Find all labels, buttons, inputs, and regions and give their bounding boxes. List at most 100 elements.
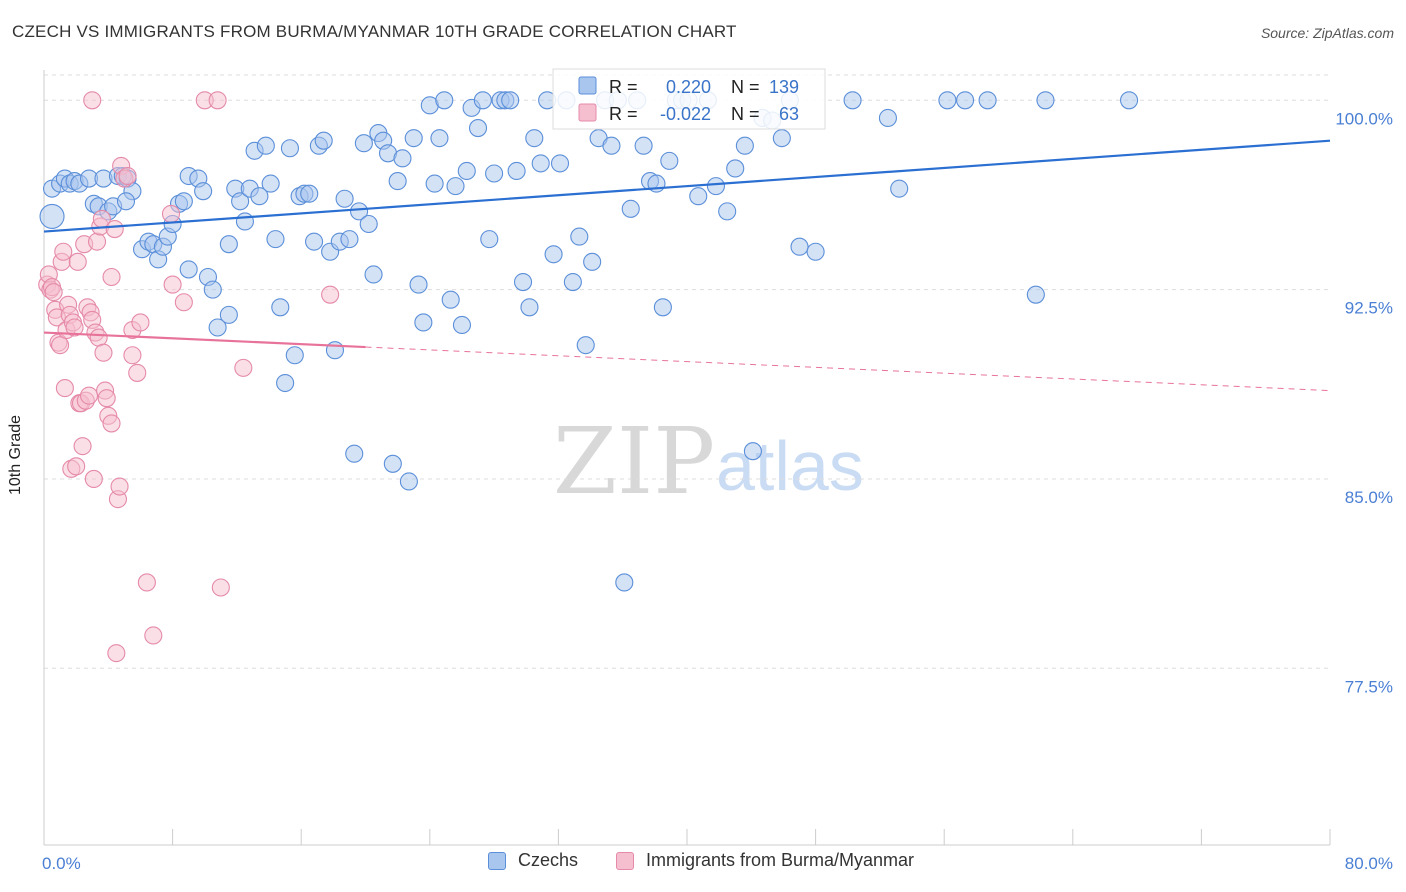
burma-point[interactable] [321, 285, 340, 304]
czechs-point[interactable] [520, 298, 539, 317]
czechs-point[interactable] [364, 265, 383, 284]
czechs-point[interactable] [735, 136, 754, 155]
czechs-point[interactable] [1036, 91, 1055, 110]
burma-point[interactable] [161, 204, 181, 223]
czechs-point[interactable] [441, 290, 460, 309]
czechs-point[interactable] [583, 252, 602, 271]
burma-point[interactable] [68, 252, 87, 271]
czechs-point[interactable] [706, 177, 725, 196]
burma-point[interactable] [208, 91, 227, 110]
czechs-point[interactable] [485, 164, 504, 183]
czechs-point[interactable] [350, 202, 369, 221]
source-credit[interactable]: Source: ZipAtlas.com [1260, 25, 1394, 41]
burma-point[interactable] [51, 336, 70, 355]
czechs-point[interactable] [507, 161, 526, 181]
czechs-point[interactable] [203, 280, 222, 299]
czechs-point[interactable] [340, 230, 359, 249]
czechs-point[interactable] [235, 212, 254, 231]
burma-point[interactable] [102, 267, 121, 287]
czechs-point[interactable] [276, 373, 295, 393]
burma-point[interactable] [234, 358, 253, 377]
czechs-point[interactable] [285, 346, 304, 365]
burma-point[interactable] [65, 318, 84, 337]
burma-point[interactable] [94, 343, 113, 362]
czechs-point[interactable] [544, 245, 563, 264]
czechs-point[interactable] [314, 131, 333, 150]
czechs-point[interactable] [335, 189, 354, 208]
burma-point[interactable] [144, 626, 163, 645]
czechs-point[interactable] [1120, 91, 1139, 110]
czechs-point[interactable] [772, 129, 791, 148]
burma-point[interactable] [107, 644, 126, 663]
czechs-point[interactable] [726, 159, 745, 178]
czechs-point[interactable] [446, 177, 465, 196]
czechs-point[interactable] [414, 313, 433, 332]
burma-point[interactable] [131, 313, 150, 332]
czechs-point[interactable] [219, 235, 238, 254]
czechs-point[interactable] [653, 298, 672, 317]
czechs-point[interactable] [550, 154, 570, 173]
czechs-point[interactable] [404, 129, 423, 148]
burma-point[interactable] [84, 469, 103, 489]
burma-point[interactable] [163, 275, 182, 294]
czechs-point[interactable] [602, 136, 621, 155]
burma-point[interactable] [110, 477, 129, 496]
czechs-point[interactable] [359, 214, 378, 234]
burma-point[interactable] [79, 386, 99, 405]
czechs-point[interactable] [790, 237, 809, 256]
czechs-point[interactable] [393, 149, 412, 168]
burma-point[interactable] [87, 232, 107, 251]
burma-point[interactable] [54, 242, 73, 261]
czechs-point[interactable] [250, 187, 269, 206]
czechs-point[interactable] [978, 91, 997, 110]
czechs-point[interactable] [305, 232, 324, 251]
czechs-point[interactable] [452, 315, 472, 335]
czechs-point[interactable] [325, 341, 345, 360]
czechs-point[interactable] [718, 202, 737, 221]
czechs-point[interactable] [261, 174, 280, 193]
burma-point[interactable] [89, 328, 108, 347]
czechs-point[interactable] [513, 273, 533, 292]
burma-point[interactable] [102, 414, 121, 433]
czechs-point[interactable] [878, 108, 897, 128]
czechs-point[interactable] [576, 336, 595, 355]
czechs-point[interactable] [409, 275, 428, 294]
burma-point[interactable] [44, 283, 63, 302]
czechs-point[interactable] [501, 91, 520, 110]
czechs-point[interactable] [174, 192, 193, 211]
czechs-point[interactable] [208, 318, 227, 337]
czechs-point[interactable] [425, 174, 444, 193]
czechs-point[interactable] [890, 179, 909, 198]
czechs-point[interactable] [194, 182, 213, 201]
czechs-point[interactable] [480, 230, 499, 249]
czechs-point[interactable] [563, 273, 582, 292]
legend-item-czechs[interactable]: Czechs [488, 850, 578, 871]
czechs-point[interactable] [300, 184, 319, 203]
czechs-point[interactable] [435, 91, 454, 110]
czechs-point[interactable] [1026, 285, 1045, 304]
czechs-point[interactable] [345, 444, 364, 463]
czechs-point[interactable] [388, 172, 407, 191]
czechs-point[interactable] [116, 192, 136, 211]
czechs-point[interactable] [634, 136, 653, 155]
czechs-point[interactable] [383, 454, 402, 473]
burma-point[interactable] [211, 578, 230, 597]
czechs-point[interactable] [689, 187, 708, 206]
burma-point[interactable] [55, 379, 74, 398]
czechs-point[interactable] [621, 199, 640, 218]
czechs-point[interactable] [473, 91, 492, 110]
burma-point[interactable] [83, 91, 102, 110]
czechs-point[interactable] [271, 298, 290, 317]
czechs-point[interactable] [615, 573, 634, 592]
czechs-point[interactable] [843, 91, 862, 110]
burma-point[interactable] [128, 363, 147, 382]
czechs-point[interactable] [280, 139, 299, 158]
czechs-point[interactable] [266, 230, 285, 249]
czechs-point[interactable] [938, 91, 957, 110]
burma-point[interactable] [97, 389, 116, 408]
burma-point[interactable] [67, 457, 86, 476]
burma-point[interactable] [73, 437, 92, 456]
legend-item-burma[interactable]: Immigrants from Burma/Myanmar [616, 850, 914, 871]
czechs-point[interactable] [256, 136, 275, 155]
czechs-point[interactable] [531, 154, 550, 173]
